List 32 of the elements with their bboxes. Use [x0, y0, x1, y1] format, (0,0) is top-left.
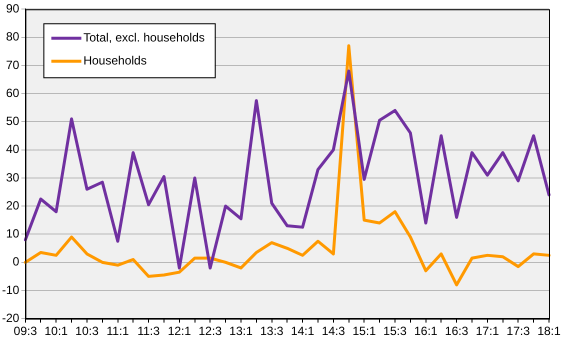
legend-label: Households: [83, 54, 147, 68]
x-tick-label: 12:1: [168, 324, 192, 338]
x-tick-label: 17:1: [476, 324, 500, 338]
y-tick-label: 10: [6, 226, 20, 241]
legend-label: Total, excl. households: [83, 30, 205, 45]
x-tick-label: 09:3: [14, 324, 38, 338]
y-tick-label: 60: [6, 86, 20, 100]
y-tick-label: -10: [2, 282, 20, 297]
y-tick-label: 30: [6, 170, 20, 184]
y-tick-label: 50: [6, 114, 20, 128]
x-tick-label: 13:3: [260, 324, 284, 338]
x-tick-label: 10:3: [75, 324, 99, 338]
x-tick-label: 16:1: [414, 324, 438, 338]
x-tick-label: 15:3: [383, 324, 407, 338]
y-tick-label: 20: [6, 198, 20, 212]
x-tick-label: 17:3: [506, 324, 530, 338]
x-tick-label: 14:1: [290, 324, 315, 338]
x-tick-label: 14:3: [322, 324, 346, 338]
y-tick-label: 0: [12, 254, 20, 269]
x-tick-label: 10:1: [44, 324, 68, 338]
x-tick-label: 15:1: [352, 324, 376, 338]
y-tick-label: 40: [6, 142, 20, 156]
y-tick-label: 80: [6, 30, 20, 44]
y-tick-label: 70: [6, 58, 20, 72]
x-tick-label: 18:1: [537, 324, 561, 338]
x-tick-label: 16:3: [444, 324, 469, 338]
x-tick-label: 12:3: [198, 324, 222, 338]
y-tick-label: 90: [6, 2, 20, 16]
x-tick-label: 13:1: [229, 324, 253, 338]
x-tick-label: 11:3: [137, 324, 160, 338]
x-tick-label: 11:1: [106, 324, 130, 338]
y-tick-label: -20: [2, 310, 20, 325]
